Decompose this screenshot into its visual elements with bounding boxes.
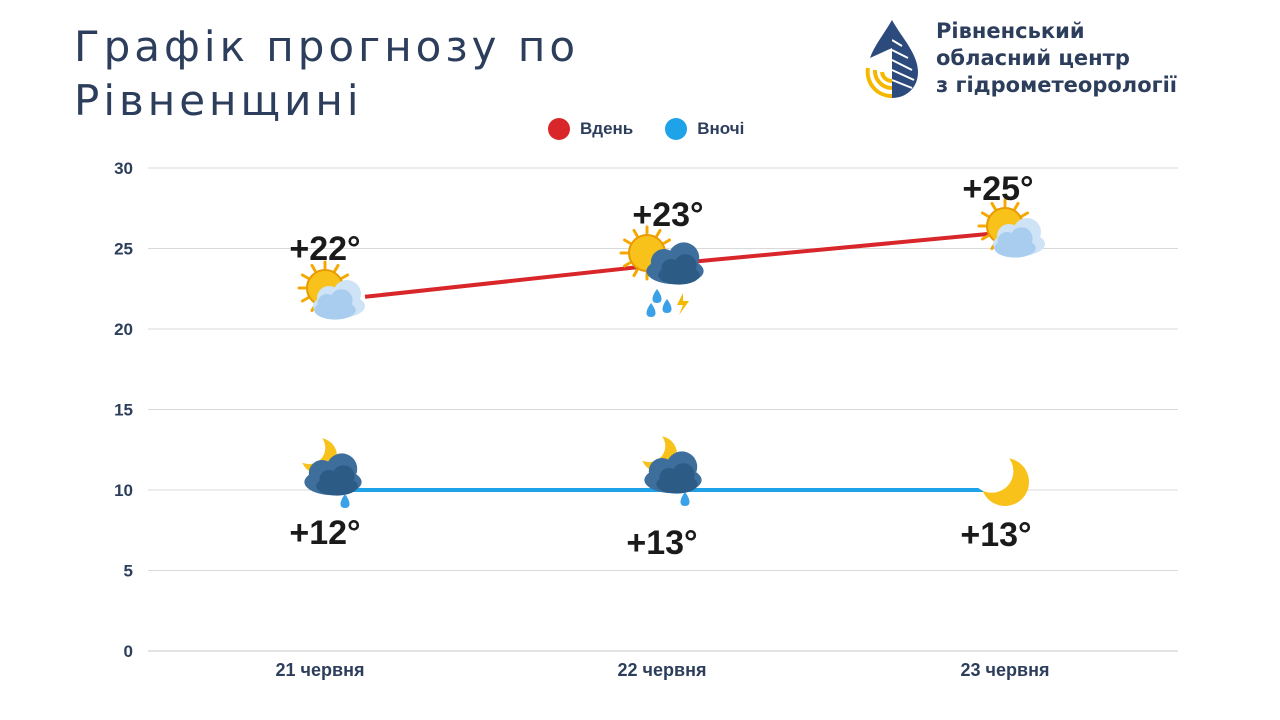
sun-behind-cloud-icon xyxy=(977,198,1045,258)
sun-ray xyxy=(632,268,639,278)
sun-ray xyxy=(622,238,632,245)
moon-shadow xyxy=(632,429,666,463)
cloud-part xyxy=(1010,227,1033,250)
legend-label-day: Вдень xyxy=(580,119,634,138)
sun-ray xyxy=(662,238,672,245)
sun-ray xyxy=(340,273,350,280)
day-temp-label: +22° xyxy=(289,230,360,268)
sun-ray xyxy=(333,263,340,273)
x-tick-label: 23 червня xyxy=(961,660,1050,680)
brand-line-2: обласний центр xyxy=(936,46,1130,70)
water-drop-logo-icon xyxy=(865,20,918,99)
moon-cloud-rain-icon xyxy=(292,431,362,508)
day-temp-label: +25° xyxy=(962,170,1033,208)
sun-thunderstorm-rain-icon xyxy=(619,225,704,317)
title-line-1: Графік прогнозу по xyxy=(74,22,580,71)
moon-shadow xyxy=(292,431,326,465)
sun-ray xyxy=(300,273,310,280)
sun-ray xyxy=(1013,201,1020,211)
y-tick-label: 30 xyxy=(114,159,133,178)
title-line-2: Рівненщині xyxy=(74,76,363,125)
brand-name: Рівненський обласний центр з гідрометеор… xyxy=(936,18,1177,99)
y-tick-label: 25 xyxy=(114,240,133,259)
y-tick-label: 10 xyxy=(114,481,133,500)
brand-block: Рівненський обласний центр з гідрометеор… xyxy=(862,18,1262,108)
crescent-moon-icon xyxy=(970,449,1029,506)
sun-ray xyxy=(1020,211,1030,218)
y-tick-label: 5 xyxy=(124,562,133,581)
y-tick-label: 15 xyxy=(114,401,133,420)
rain-drop xyxy=(652,289,662,303)
x-tick-label: 21 червня xyxy=(276,660,365,680)
rain-drop xyxy=(646,303,656,317)
legend-dot-night xyxy=(665,118,688,140)
legend-label-night: Вночі xyxy=(697,119,745,138)
sun-ray xyxy=(655,228,662,238)
cloud-part xyxy=(672,463,695,486)
lightning-bolt xyxy=(677,293,689,315)
sun-ray xyxy=(980,234,990,241)
x-tick-label: 22 червня xyxy=(618,660,707,680)
sun-ray xyxy=(622,261,632,268)
rain-drop xyxy=(680,492,690,506)
night-temp-label: +13° xyxy=(960,516,1031,554)
chart-legend: Вдень Вночі xyxy=(548,116,744,142)
legend-item-day: Вдень xyxy=(548,118,633,140)
rain-drop xyxy=(340,494,350,508)
cloud-part xyxy=(330,289,353,312)
sun-ray xyxy=(980,211,990,218)
y-tick-label: 20 xyxy=(114,320,133,339)
sun-ray xyxy=(310,263,317,273)
sun-ray xyxy=(990,201,997,211)
page-title: Графік прогнозу по Рівненщині xyxy=(74,20,579,128)
sun-ray xyxy=(300,296,310,303)
brand-line-1: Рівненський xyxy=(936,19,1085,43)
moon-cloud-rain-icon xyxy=(632,429,702,506)
sun-behind-cloud-icon xyxy=(297,260,365,320)
legend-item-night: Вночі xyxy=(665,118,744,140)
legend-dot-day xyxy=(548,118,570,140)
day-temp-label: +23° xyxy=(632,196,703,234)
sun-ray xyxy=(632,228,639,238)
brand-line-3: з гідрометеорології xyxy=(936,73,1177,97)
y-tick-label: 0 xyxy=(124,642,133,661)
cloud-part xyxy=(332,465,355,488)
moon-shadow xyxy=(970,449,1014,493)
night-temp-label: +12° xyxy=(289,514,360,552)
cloud-part xyxy=(674,254,697,277)
rain-drop xyxy=(662,299,672,313)
night-temp-label: +13° xyxy=(626,524,697,562)
